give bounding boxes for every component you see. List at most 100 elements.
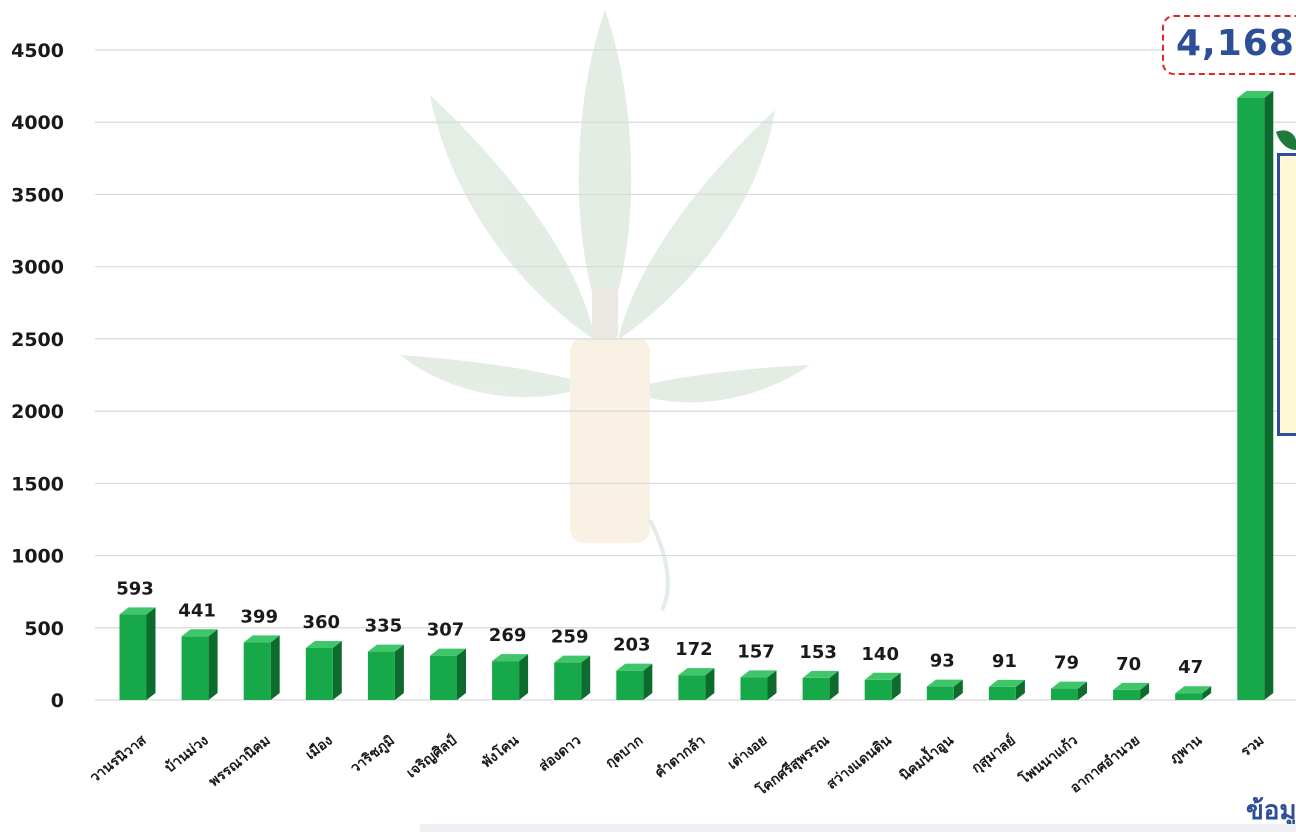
bar <box>554 655 591 700</box>
bar-side <box>829 670 839 700</box>
x-tick-label: กุสุมาลย์ <box>968 732 1019 777</box>
bar-side <box>1078 681 1087 700</box>
bar-side <box>394 644 404 700</box>
x-tick-label: คำตากล้า <box>652 733 708 782</box>
bar-front <box>181 636 209 700</box>
source-footer: ข้อมู <box>1246 796 1296 826</box>
y-tick-label: 4000 <box>11 112 64 134</box>
bottom-strip <box>420 824 1296 832</box>
bar <box>430 648 466 700</box>
x-tick-label: รวม <box>1238 733 1267 761</box>
bar-top <box>305 641 342 648</box>
data-label: 335 <box>365 616 403 637</box>
data-label: 172 <box>675 639 713 660</box>
bar-top <box>492 654 529 662</box>
x-tick-label: นิคมน้ำอูน <box>894 729 957 784</box>
bar-side <box>332 641 342 700</box>
data-label: 269 <box>489 625 527 646</box>
x-tick-label: กุดบาก <box>603 733 647 772</box>
bar-top <box>243 635 280 643</box>
bar-top <box>554 655 591 663</box>
y-tick-label: 2500 <box>11 329 64 351</box>
bar-front <box>1051 688 1078 700</box>
bar <box>1237 90 1274 700</box>
bar-top <box>926 679 963 687</box>
x-tick-label: ส่องดาว <box>536 732 584 775</box>
total-value-label: 4,168 <box>1176 23 1295 64</box>
data-label: 93 <box>930 651 955 672</box>
bar-front <box>243 642 271 700</box>
bar-top <box>430 648 466 656</box>
bar-top <box>802 670 839 678</box>
bar-front <box>1113 689 1141 700</box>
bar-side <box>146 607 156 700</box>
bar-front <box>616 670 644 700</box>
bar <box>367 644 404 700</box>
x-tick-label: พรรณานิคม <box>206 733 274 791</box>
y-tick-label: 1000 <box>11 546 64 568</box>
bar <box>988 679 1025 700</box>
bar-top <box>678 668 715 676</box>
data-label: 153 <box>799 642 837 663</box>
data-label: 70 <box>1116 654 1141 675</box>
x-tick-label: สว่างแดนดิน <box>824 732 895 793</box>
data-label: 140 <box>861 644 899 665</box>
y-tick-label: 3000 <box>11 257 64 279</box>
bar <box>243 635 280 700</box>
y-tick-label: 500 <box>24 618 64 640</box>
data-label: 399 <box>240 606 278 627</box>
y-tick-label: 0 <box>51 690 64 712</box>
bar-front <box>1237 97 1265 700</box>
bar-top <box>1113 682 1150 690</box>
note-box <box>1277 153 1296 436</box>
data-label: 157 <box>737 641 775 662</box>
x-tick-label: วาริชภูมิ <box>348 733 398 777</box>
bar <box>305 641 342 700</box>
data-label: 91 <box>992 651 1017 672</box>
bar <box>740 670 777 700</box>
total-callout: 4,168 <box>1162 15 1296 75</box>
bar-front <box>554 662 582 700</box>
bar-side <box>1015 679 1025 700</box>
data-label: 259 <box>551 627 589 648</box>
bar-side <box>1264 90 1274 700</box>
bar-side <box>208 629 218 700</box>
bar-front <box>926 686 954 700</box>
bar <box>181 629 218 700</box>
cannabis-watermark <box>400 10 810 611</box>
x-tick-label: พังโคน <box>477 731 522 772</box>
bar <box>616 663 653 700</box>
data-label: 47 <box>1178 657 1203 678</box>
data-label: 79 <box>1054 653 1079 674</box>
data-label: 441 <box>178 600 216 621</box>
bar-side <box>891 672 901 700</box>
bar-top <box>616 663 653 671</box>
x-tick-label: เต่างอย <box>725 733 770 773</box>
y-tick-label: 1500 <box>11 473 64 495</box>
bar-front <box>430 655 457 700</box>
data-label: 593 <box>116 578 154 599</box>
bar-top <box>1051 681 1087 689</box>
y-tick-label: 2000 <box>11 401 64 423</box>
bar-front <box>740 677 768 700</box>
bar-side <box>519 654 529 700</box>
bar-top <box>181 629 218 637</box>
bar-side <box>1140 682 1150 700</box>
bar-front <box>119 614 147 700</box>
bar-side <box>953 679 963 700</box>
bar-top <box>1237 90 1274 98</box>
bar-front <box>1175 693 1203 700</box>
data-label: 203 <box>613 635 651 656</box>
bar-front <box>988 686 1016 700</box>
bars <box>119 90 1274 700</box>
bar-front <box>802 677 830 700</box>
bar <box>926 679 963 700</box>
y-axis-ticks: 0 500 1000 1500 2000 2500 3000 3500 4000 4500 <box>11 40 64 712</box>
x-tick-label: วานรนิวาส <box>87 732 150 786</box>
bar-top <box>1175 686 1212 694</box>
bar-side <box>767 670 777 700</box>
gridlines <box>95 49 1296 701</box>
x-tick-label: เมือง <box>303 732 336 763</box>
bar-side <box>643 663 653 700</box>
bar-front <box>367 651 395 700</box>
